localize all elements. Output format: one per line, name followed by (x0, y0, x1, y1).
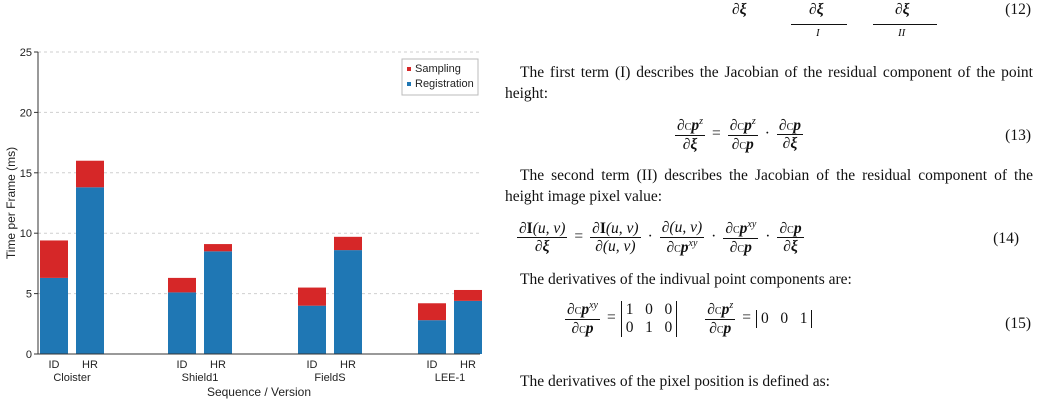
x-tick-label: HR (340, 359, 356, 371)
bars (40, 160, 482, 354)
bar-sampling-lee-1-id (418, 303, 446, 321)
paragraph-point-components: The derivatives of the indivual point co… (520, 271, 852, 288)
x-tick-label: ID (177, 359, 188, 371)
eq12-underbrace-label-1: I (816, 27, 820, 39)
paragraph-second-term: The second term (II) describes the Jacob… (505, 167, 1033, 205)
equation-number-12: (12) (1005, 1, 1031, 18)
x-tick-label: ID (307, 359, 318, 371)
eq12-lhs-denominator: ∂ξ (732, 1, 747, 18)
y-tick-label: 15 (20, 168, 32, 180)
paragraph-first-term: The first term (I) describes the Jacobia… (505, 64, 1033, 102)
bar-sampling-cloister-id (40, 240, 68, 278)
bar-registration-fields-hr (334, 250, 362, 354)
eq12-underbrace-label-2: II (898, 27, 906, 39)
y-tick-label: 10 (20, 228, 32, 240)
x-tick-label: ID (49, 359, 60, 371)
paragraph-pixel-position: The derivatives of the pixel position is… (520, 373, 830, 390)
x-tick-label: ID (427, 359, 438, 371)
legend-swatch-sampling (407, 67, 411, 71)
x-group-label: FieldS (314, 372, 345, 384)
legend: Sampling Registration (401, 58, 479, 96)
x-group-label: Shield1 (182, 372, 219, 384)
equation-number-14: (14) (993, 230, 1019, 247)
bar-sampling-lee-1-hr (454, 289, 482, 301)
equation-number-15: (15) (1005, 315, 1031, 332)
legend-swatch-registration (407, 82, 411, 86)
bar-registration-fields-id (298, 305, 326, 354)
eq14-expression: ∂I(u, v) ∂ξ = ∂I(u, v) ∂(u, v) · ∂(u, v) ∂Cpxy ·… (517, 219, 804, 256)
y-axis: 0 5 10 15 20 25 (20, 47, 39, 361)
x-group-label: Cloister (53, 372, 91, 384)
legend-box (401, 58, 479, 96)
bar-registration-cloister-id (40, 277, 68, 354)
bar-sampling-shield1-id (168, 277, 196, 293)
legend-label-sampling: Sampling (415, 63, 461, 75)
y-tick-label: 20 (20, 107, 32, 119)
bar-sampling-cloister-hr (76, 160, 104, 188)
x-axis-label: Sequence / Version (207, 385, 311, 399)
legend-label-registration: Registration (415, 78, 474, 90)
grid-lines (38, 51, 480, 295)
eq13-expression: ∂Cpz ∂ξ = ∂Cpz ∂Cp · ∂Cp ∂ξ (675, 116, 804, 153)
bar-registration-lee-1-hr (454, 300, 482, 354)
x-tick-label: HR (460, 359, 476, 371)
x-tick-label: HR (210, 359, 226, 371)
bar-registration-shield1-id (168, 292, 196, 354)
y-tick-label: 0 (26, 349, 32, 361)
eq12-term1-denominator: ∂ξ (809, 1, 824, 18)
x-group-label: LEE-1 (435, 372, 466, 384)
bar-sampling-shield1-hr (204, 244, 232, 252)
bar-sampling-fields-hr (334, 236, 362, 251)
y-tick-label: 5 (26, 289, 32, 301)
equation-number-13: (13) (1005, 127, 1031, 144)
bar-registration-lee-1-id (418, 320, 446, 354)
eq12-underbrace-2 (873, 18, 937, 25)
eq12-underbrace-1 (791, 18, 847, 25)
y-axis-label: Time per Frame (ms) (4, 147, 18, 259)
bar-registration-shield1-hr (204, 251, 232, 354)
bar-registration-cloister-hr (76, 187, 104, 354)
paper-text-column: ∂ξ ∂ξ ∂ξ I II (12) The first term (I) de… (505, 0, 1033, 410)
bar-sampling-fields-id (298, 287, 326, 306)
equation-14: ∂I(u, v) ∂ξ = ∂I(u, v) ∂(u, v) · ∂(u, v) ∂Cpxy ·… (505, 219, 1033, 259)
eq12-term2-denominator: ∂ξ (895, 1, 910, 18)
y-tick-label: 25 (20, 47, 32, 59)
equation-12: ∂ξ ∂ξ ∂ξ I II (12) (505, 0, 1033, 42)
equation-13: ∂Cpz ∂ξ = ∂Cpz ∂Cp · ∂Cp ∂ξ (13) (505, 116, 1033, 156)
x-tick-label: HR (82, 359, 98, 371)
